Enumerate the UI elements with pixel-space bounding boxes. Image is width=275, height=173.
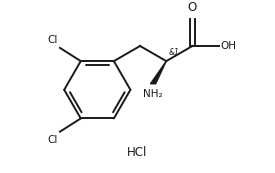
Text: Cl: Cl (48, 135, 58, 144)
Text: &1: &1 (168, 48, 179, 57)
Polygon shape (150, 61, 166, 84)
Text: HCl: HCl (127, 146, 147, 159)
Text: NH₂: NH₂ (143, 89, 163, 99)
Text: Cl: Cl (48, 35, 58, 45)
Text: O: O (188, 1, 197, 14)
Text: OH: OH (221, 41, 237, 51)
